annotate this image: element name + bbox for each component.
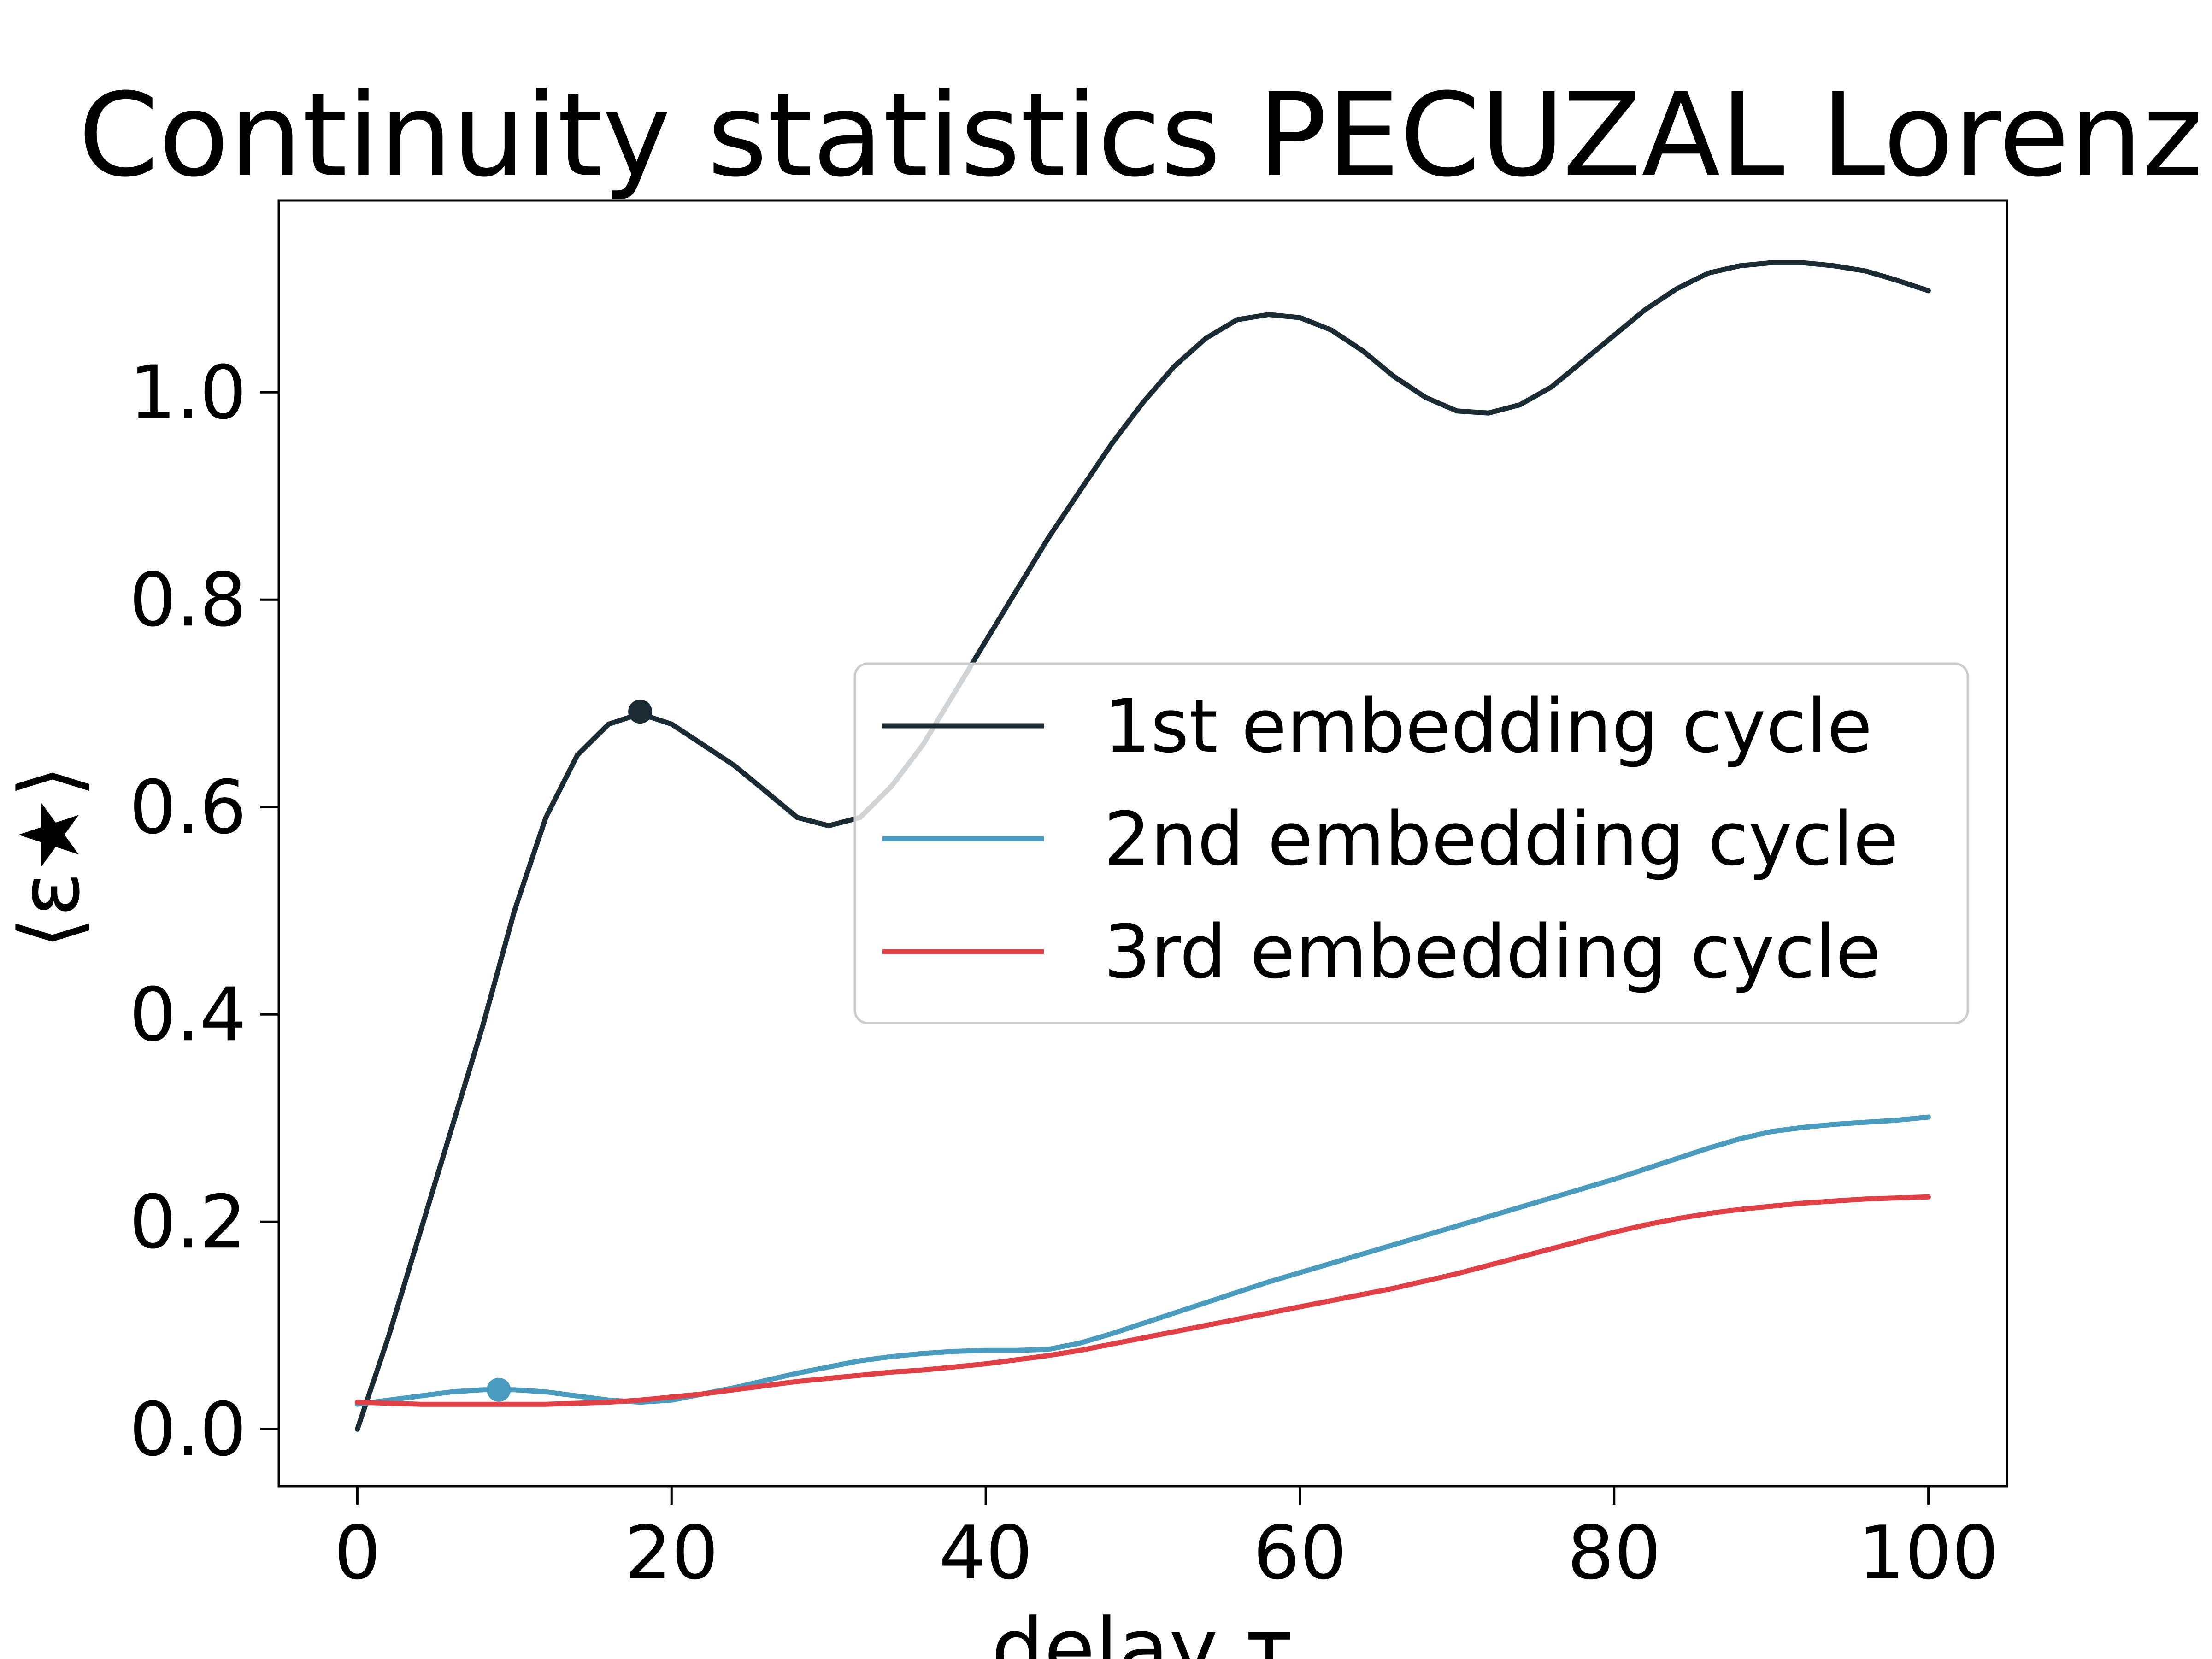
x-tick-label: 60 xyxy=(1253,1510,1347,1596)
legend-box xyxy=(853,662,1969,1024)
series-marker-1 xyxy=(628,700,653,724)
axes-frame xyxy=(277,199,2008,1488)
y-tick-label: 1.0 xyxy=(129,349,247,435)
legend-label-2: 2nd embedding cycle xyxy=(1104,796,1899,882)
x-axis: 0 20 40 60 80 100 xyxy=(334,1486,1999,1596)
legend-label-1: 1st embedding cycle xyxy=(1104,683,1872,769)
y-tick-label: 0.6 xyxy=(129,764,247,850)
plot-area xyxy=(355,260,1931,1432)
x-tick-label: 20 xyxy=(624,1510,718,1596)
x-tick-label: 0 xyxy=(334,1510,381,1596)
series-line-1 xyxy=(355,260,1931,1432)
y-tick-label: 0.8 xyxy=(129,557,247,643)
chart-title: Continuity statistics PECUZAL Lorenz xyxy=(78,68,2203,202)
y-axis-label: ⟨ε★⟩ xyxy=(2,765,98,949)
y-tick-label: 0.4 xyxy=(129,971,247,1058)
y-tick-label: 0.2 xyxy=(129,1179,247,1265)
legend-label-3: 3rd embedding cycle xyxy=(1104,909,1881,995)
y-axis: 0.0 0.2 0.4 0.6 0.8 1.0 xyxy=(129,349,279,1472)
x-tick-label: 80 xyxy=(1567,1510,1661,1596)
legend: 1st embedding cycle 2nd embedding cycle 3r… xyxy=(853,662,1969,1024)
x-tick-label: 40 xyxy=(939,1510,1033,1596)
series-marker-2 xyxy=(487,1377,511,1402)
series-line-3 xyxy=(355,1194,1931,1407)
y-tick-label: 0.0 xyxy=(129,1386,247,1472)
x-tick-label: 100 xyxy=(1858,1510,1999,1596)
x-axis-label: delay τ xyxy=(991,1601,1294,1659)
series-line-2 xyxy=(355,1114,1931,1407)
